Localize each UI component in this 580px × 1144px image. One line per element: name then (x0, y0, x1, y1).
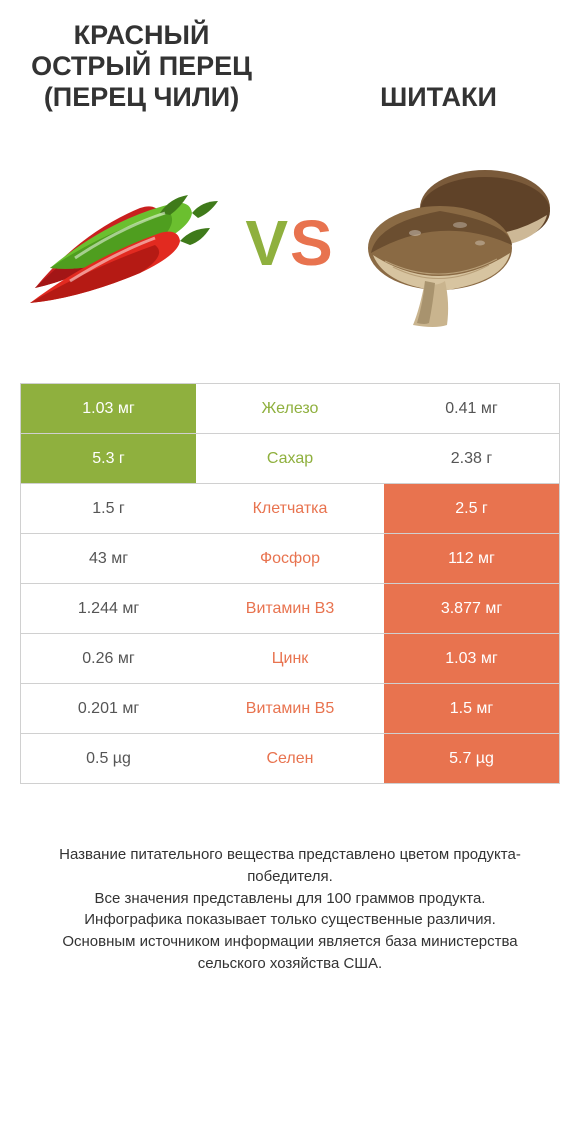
cell-left-value: 1.5 г (21, 484, 196, 533)
footer-line-4: Основным источником информации является … (30, 931, 550, 975)
cell-nutrient-label: Витамин B3 (196, 584, 384, 633)
table-row: 1.5 гКлетчатка2.5 г (21, 483, 559, 533)
cell-right-value: 2.38 г (384, 434, 559, 483)
cell-right-value: 3.877 мг (384, 584, 559, 633)
cell-left-value: 43 мг (21, 534, 196, 583)
cell-nutrient-label: Цинк (196, 634, 384, 683)
hero-row: VS (20, 143, 560, 343)
shiitake-mushroom-icon (365, 153, 555, 333)
footer-notes: Название питательного вещества представл… (20, 844, 560, 975)
cell-right-value: 0.41 мг (384, 384, 559, 433)
cell-left-value: 1.244 мг (21, 584, 196, 633)
cell-left-value: 0.5 µg (21, 734, 196, 783)
cell-nutrient-label: Фосфор (196, 534, 384, 583)
chili-peppers-icon (20, 173, 220, 313)
vs-v: V (245, 207, 290, 279)
titles-row: КРАСНЫЙ ОСТРЫЙ ПЕРЕЦ (ПЕРЕЦ ЧИЛИ) ШИТАКИ (20, 20, 560, 113)
cell-nutrient-label: Клетчатка (196, 484, 384, 533)
chili-image (20, 143, 220, 343)
table-row: 1.244 мгВитамин B33.877 мг (21, 583, 559, 633)
vs-s: S (290, 207, 335, 279)
vs-label: VS (245, 206, 334, 280)
mushroom-image (360, 143, 560, 343)
table-row: 0.26 мгЦинк1.03 мг (21, 633, 559, 683)
cell-right-value: 5.7 µg (384, 734, 559, 783)
cell-left-value: 0.26 мг (21, 634, 196, 683)
title-left: КРАСНЫЙ ОСТРЫЙ ПЕРЕЦ (ПЕРЕЦ ЧИЛИ) (20, 20, 263, 113)
cell-left-value: 0.201 мг (21, 684, 196, 733)
cell-right-value: 1.5 мг (384, 684, 559, 733)
cell-right-value: 2.5 г (384, 484, 559, 533)
footer-line-3: Инфографика показывает только существенн… (30, 909, 550, 931)
table-row: 0.5 µgСелен5.7 µg (21, 733, 559, 783)
title-right: ШИТАКИ (317, 82, 560, 113)
cell-nutrient-label: Витамин B5 (196, 684, 384, 733)
footer-line-2: Все значения представлены для 100 граммо… (30, 888, 550, 910)
table-row: 1.03 мгЖелезо0.41 мг (21, 383, 559, 433)
table-row: 5.3 гСахар2.38 г (21, 433, 559, 483)
infographic-root: КРАСНЫЙ ОСТРЫЙ ПЕРЕЦ (ПЕРЕЦ ЧИЛИ) ШИТАКИ (0, 0, 580, 975)
cell-nutrient-label: Селен (196, 734, 384, 783)
table-row: 43 мгФосфор112 мг (21, 533, 559, 583)
table-row: 0.201 мгВитамин B51.5 мг (21, 683, 559, 733)
cell-nutrient-label: Железо (196, 384, 384, 433)
cell-right-value: 1.03 мг (384, 634, 559, 683)
comparison-table: 1.03 мгЖелезо0.41 мг5.3 гСахар2.38 г1.5 … (20, 383, 560, 784)
cell-right-value: 112 мг (384, 534, 559, 583)
cell-nutrient-label: Сахар (196, 434, 384, 483)
cell-left-value: 1.03 мг (21, 384, 196, 433)
footer-line-1: Название питательного вещества представл… (30, 844, 550, 888)
cell-left-value: 5.3 г (21, 434, 196, 483)
